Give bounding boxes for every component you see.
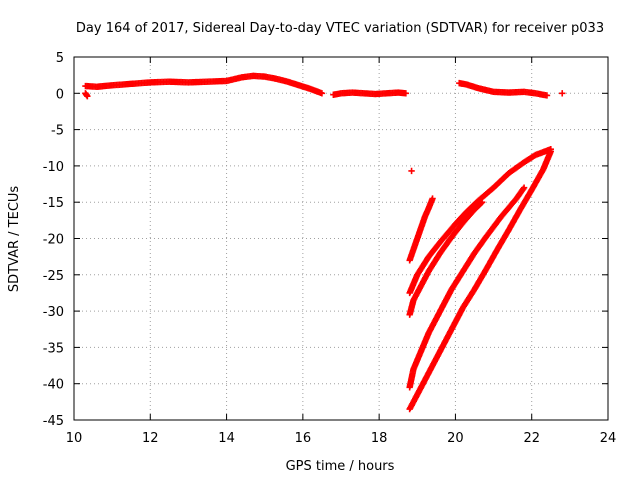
- y-tick-label: -40: [43, 378, 64, 393]
- data-point: [543, 92, 551, 99]
- data-point: [318, 90, 326, 97]
- x-tick-label: 22: [523, 431, 540, 446]
- data-point: [408, 167, 415, 175]
- chart-title: Day 164 of 2017, Sidereal Day-to-day VTE…: [76, 21, 604, 36]
- data-point: [520, 184, 528, 191]
- y-tick-label: -35: [43, 341, 64, 356]
- data-point: [559, 90, 566, 97]
- x-tick-label: 14: [218, 431, 235, 446]
- axis-ticks: 10 12 14 16 18 20 22 24 5 0 -5 -10 -15 -20 -25 -30 -35 -4…: [43, 51, 617, 446]
- data-point: [477, 199, 485, 207]
- data-point: [547, 148, 554, 155]
- data-points: [82, 72, 566, 413]
- x-tick-label: 18: [371, 431, 388, 446]
- x-tick-label: 24: [600, 431, 617, 446]
- data-point: [84, 93, 91, 100]
- y-tick-label: -25: [43, 269, 64, 284]
- data-point: [520, 185, 527, 193]
- y-tick-label: -45: [43, 414, 64, 429]
- x-tick-label: 20: [447, 431, 464, 446]
- y-tick-label: -5: [51, 124, 64, 139]
- y-tick-label: 0: [56, 87, 64, 102]
- data-point: [402, 90, 410, 97]
- y-tick-label: 5: [56, 51, 64, 66]
- y-tick-label: -30: [43, 305, 64, 320]
- y-axis-label: SDTVAR / TECUs: [7, 186, 22, 293]
- x-tick-label: 12: [142, 431, 159, 446]
- y-tick-label: -20: [43, 233, 64, 248]
- data-point: [478, 199, 486, 206]
- plot-frame: [73, 56, 609, 421]
- x-axis-label: GPS time / hours: [286, 459, 395, 474]
- x-tick-label: 10: [66, 431, 83, 446]
- grid: [74, 57, 608, 420]
- data-point: [429, 195, 436, 202]
- y-tick-label: -15: [43, 196, 64, 211]
- x-tick-label: 16: [295, 431, 312, 446]
- y-tick-label: -10: [43, 160, 64, 175]
